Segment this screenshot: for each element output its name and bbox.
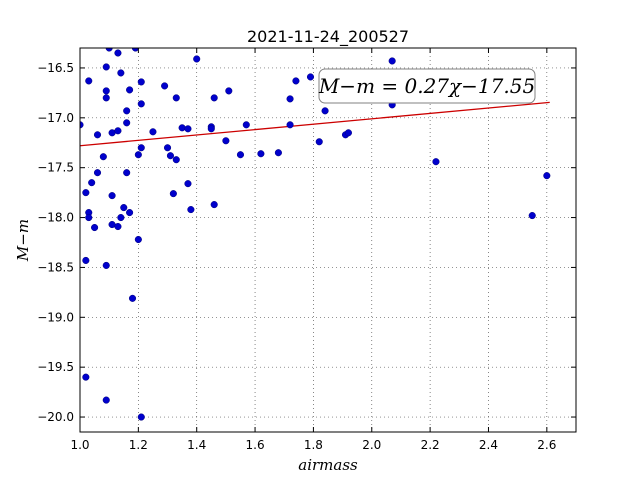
data-point bbox=[93, 169, 102, 177]
x-tick-label: 2.4 bbox=[479, 438, 498, 452]
data-point bbox=[172, 94, 180, 102]
data-point bbox=[344, 129, 352, 137]
data-point bbox=[102, 63, 110, 71]
data-point bbox=[210, 201, 218, 209]
data-point bbox=[166, 152, 174, 160]
fit-annotation: M−m = 0.27χ−17.55 bbox=[318, 68, 536, 104]
data-point bbox=[321, 107, 329, 115]
data-point bbox=[543, 172, 551, 180]
axis-ticks bbox=[79, 48, 576, 432]
annotation-text: M−m = 0.27χ−17.55 bbox=[318, 74, 535, 98]
grid-lines bbox=[79, 48, 576, 432]
data-point bbox=[126, 209, 134, 217]
y-tick-label: −20.0 bbox=[37, 410, 74, 424]
fit-line bbox=[80, 101, 550, 147]
data-point bbox=[91, 223, 99, 232]
data-point bbox=[137, 144, 145, 152]
data-point bbox=[163, 144, 172, 152]
y-tick-label: −19.5 bbox=[37, 360, 74, 374]
data-point bbox=[134, 235, 142, 244]
plot-area bbox=[80, 48, 576, 432]
data-point bbox=[82, 373, 90, 381]
data-point bbox=[257, 150, 265, 158]
data-point bbox=[82, 256, 90, 264]
x-tick-label: 2.2 bbox=[421, 438, 440, 452]
y-tick-labels: −16.5 −17.0 −17.5 −18.0 −18.5 −19.0 −19.5 −20.0 bbox=[37, 61, 74, 424]
data-point bbox=[388, 57, 396, 65]
data-point bbox=[88, 179, 96, 187]
data-point bbox=[114, 222, 122, 231]
x-tick-label: 2.0 bbox=[362, 438, 381, 452]
data-point bbox=[126, 86, 134, 94]
y-tick-label: −19.0 bbox=[37, 310, 74, 324]
data-point bbox=[82, 189, 90, 197]
data-point bbox=[432, 158, 440, 166]
data-point bbox=[210, 94, 218, 102]
data-point bbox=[114, 127, 122, 135]
data-point bbox=[193, 55, 201, 63]
chart-title: 2021-11-24_200527 bbox=[247, 27, 409, 47]
data-point bbox=[207, 125, 215, 133]
x-tick-label: 1.6 bbox=[246, 438, 265, 452]
data-point bbox=[137, 413, 145, 421]
data-point bbox=[184, 125, 192, 133]
y-tick-label: −17.0 bbox=[37, 111, 74, 125]
data-point bbox=[242, 121, 250, 129]
data-point bbox=[93, 131, 102, 139]
fit-line-layer bbox=[80, 101, 550, 147]
data-point bbox=[102, 87, 110, 95]
data-point bbox=[117, 69, 125, 77]
data-point bbox=[85, 77, 93, 85]
data-point bbox=[222, 137, 230, 145]
x-tick-label: 1.8 bbox=[304, 438, 323, 452]
data-point bbox=[172, 156, 180, 164]
plot-frame bbox=[79, 47, 577, 433]
data-point bbox=[528, 212, 536, 220]
y-tick-label: −16.5 bbox=[37, 61, 74, 75]
data-point bbox=[114, 49, 122, 57]
data-point bbox=[137, 78, 145, 86]
data-point bbox=[149, 128, 157, 136]
data-point bbox=[102, 396, 110, 404]
data-point bbox=[286, 95, 294, 103]
data-point bbox=[108, 192, 116, 200]
y-axis-label: M−m bbox=[14, 219, 32, 262]
data-point bbox=[169, 190, 177, 198]
data-point bbox=[134, 151, 142, 159]
data-point bbox=[117, 214, 125, 222]
x-tick-label: 1.2 bbox=[129, 438, 148, 452]
data-point bbox=[137, 100, 145, 108]
data-point bbox=[274, 149, 282, 157]
x-axis-label: airmass bbox=[298, 456, 358, 474]
data-point bbox=[102, 261, 110, 269]
data-point bbox=[306, 73, 315, 81]
data-point bbox=[178, 124, 186, 132]
data-point bbox=[128, 294, 137, 302]
data-point bbox=[236, 151, 245, 159]
data-point bbox=[184, 180, 192, 188]
x-tick-label: 2.6 bbox=[537, 438, 556, 452]
data-point bbox=[99, 153, 107, 161]
x-tick-label: 1.0 bbox=[70, 438, 89, 452]
data-point bbox=[123, 119, 131, 127]
data-point bbox=[286, 121, 294, 129]
data-point bbox=[161, 82, 169, 90]
data-point bbox=[80, 121, 84, 129]
y-tick-label: −18.5 bbox=[37, 260, 74, 274]
data-point bbox=[187, 206, 195, 214]
data-point bbox=[123, 107, 131, 115]
annotation-box bbox=[318, 68, 536, 104]
data-point bbox=[123, 169, 131, 177]
y-tick-label: −17.5 bbox=[37, 161, 74, 175]
x-tick-labels: 1.0 1.2 1.4 1.6 1.8 2.0 2.2 2.4 2.6 bbox=[70, 438, 556, 452]
data-point bbox=[292, 77, 300, 85]
data-point bbox=[120, 204, 128, 212]
x-tick-label: 1.4 bbox=[187, 438, 206, 452]
data-point bbox=[225, 87, 233, 95]
data-point bbox=[85, 214, 93, 222]
data-point bbox=[102, 94, 110, 102]
data-point bbox=[315, 138, 323, 146]
y-tick-label: −18.0 bbox=[37, 211, 74, 225]
